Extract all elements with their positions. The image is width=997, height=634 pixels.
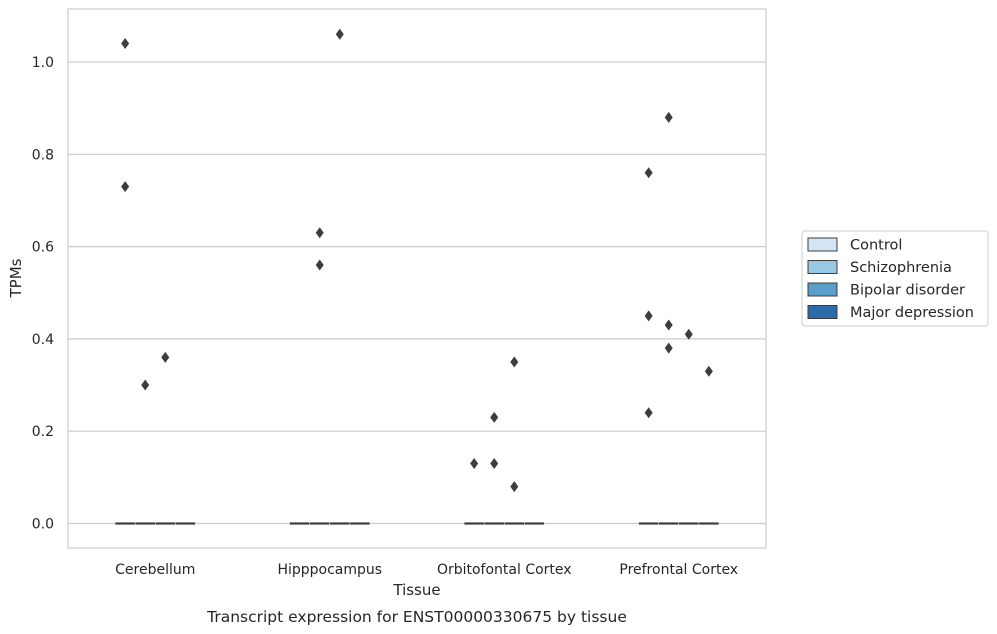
outlier-point (704, 365, 713, 377)
y-tick-label: 0.6 (32, 240, 54, 256)
outlier-point (490, 411, 499, 423)
legend-swatch (807, 260, 838, 274)
legend: Control Schizophrenia Bipolar disorder Majo… (801, 230, 989, 327)
outlier-points (121, 28, 713, 493)
chart-caption: Transcript expression for ENST0000033067… (206, 608, 627, 626)
y-tick-label: 0.0 (32, 517, 54, 533)
legend-entry-label: Schizophrenia (850, 260, 952, 276)
legend-swatch (807, 237, 838, 252)
x-tick-label: Prefrontal Cortex (619, 562, 738, 578)
legend-frame (801, 230, 989, 327)
outlier-point (664, 319, 673, 331)
legend-entry-label: Bipolar disorder (850, 283, 965, 299)
x-tick-label: Orbitofontal Cortex (437, 562, 572, 578)
outlier-point (644, 407, 653, 419)
plot-frame (67, 8, 767, 549)
y-tick-label: 0.4 (32, 332, 54, 348)
outlier-point (510, 356, 519, 368)
outlier-point (644, 310, 653, 322)
legend-swatch (807, 282, 838, 297)
outlier-point (684, 328, 693, 340)
grid-lines (68, 61, 766, 525)
outlier-point (664, 111, 673, 123)
x-tick-labels: Cerebellum Hipppocampus Orbitofontal Corte… (115, 562, 738, 578)
x-tick-label: Hipppocampus (277, 562, 382, 578)
legend-entry-label: Control (850, 238, 902, 254)
outlier-point (335, 28, 344, 40)
outlier-point (121, 181, 130, 193)
outlier-point (490, 458, 499, 470)
x-tick-label: Cerebellum (115, 562, 195, 578)
y-tick-label: 0.8 (32, 147, 54, 163)
outlier-point (121, 38, 130, 50)
outlier-point (315, 227, 324, 239)
outlier-point (470, 458, 479, 470)
y-tick-label: 1.0 (32, 55, 54, 71)
outlier-point (161, 351, 170, 363)
y-tick-label: 0.2 (32, 424, 54, 440)
box-plots (115, 522, 719, 525)
legend-entry-label: Major depression (850, 305, 974, 321)
x-axis-label: Tissue (392, 581, 440, 599)
outlier-point (664, 342, 673, 354)
outlier-point (315, 259, 324, 271)
outlier-point (141, 379, 150, 391)
legend-swatch (807, 305, 838, 319)
outlier-point (510, 481, 519, 493)
y-tick-labels: 0.0 0.2 0.4 0.6 0.8 1.0 (32, 55, 54, 533)
y-axis-label: TPMs (7, 258, 25, 298)
outlier-point (644, 167, 653, 179)
